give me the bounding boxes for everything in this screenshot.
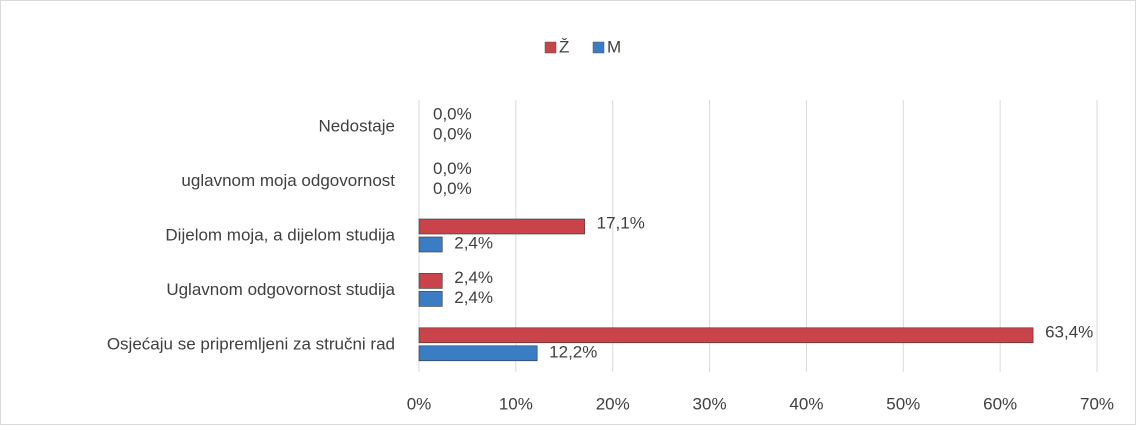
- x-tick-label: 50%: [886, 394, 920, 413]
- x-tick-label: 40%: [789, 394, 823, 413]
- x-tick-label: 70%: [1080, 394, 1114, 413]
- x-tick-label: 20%: [596, 394, 630, 413]
- y-tick-label: Dijelom moja, a dijelom studija: [165, 225, 395, 244]
- data-label: 2,4%: [454, 288, 493, 307]
- legend-swatch: [544, 41, 557, 54]
- data-label: 2,4%: [454, 233, 493, 252]
- legend-swatch: [592, 41, 605, 54]
- bar: [418, 218, 585, 235]
- bar: [418, 236, 443, 253]
- data-label: 2,4%: [454, 268, 493, 287]
- y-tick-label: Osjećaju se pripremljeni za stručni rad: [107, 334, 395, 353]
- data-label: 0,0%: [433, 179, 472, 198]
- bar: [418, 291, 443, 307]
- bar: [418, 327, 1034, 344]
- legend-label: M: [607, 37, 621, 56]
- data-label: 0,0%: [433, 105, 472, 124]
- data-label: 12,2%: [549, 342, 597, 361]
- x-tick-label: 0%: [407, 394, 432, 413]
- y-tick-label: uglavnom moja odgovornost: [181, 171, 395, 190]
- legend-label: Ž: [559, 37, 569, 56]
- y-tick-label: Uglavnom odgovornost studija: [166, 280, 395, 299]
- bar: [418, 345, 538, 362]
- bar: [418, 273, 443, 289]
- x-tick-label: 30%: [693, 394, 727, 413]
- data-label: 63,4%: [1045, 322, 1093, 341]
- x-tick-label: 10%: [499, 394, 533, 413]
- x-tick-label: 60%: [983, 394, 1017, 413]
- data-label: 0,0%: [433, 125, 472, 144]
- y-tick-label: Nedostaje: [318, 117, 395, 136]
- data-label: 0,0%: [433, 159, 472, 178]
- data-label: 17,1%: [597, 213, 645, 232]
